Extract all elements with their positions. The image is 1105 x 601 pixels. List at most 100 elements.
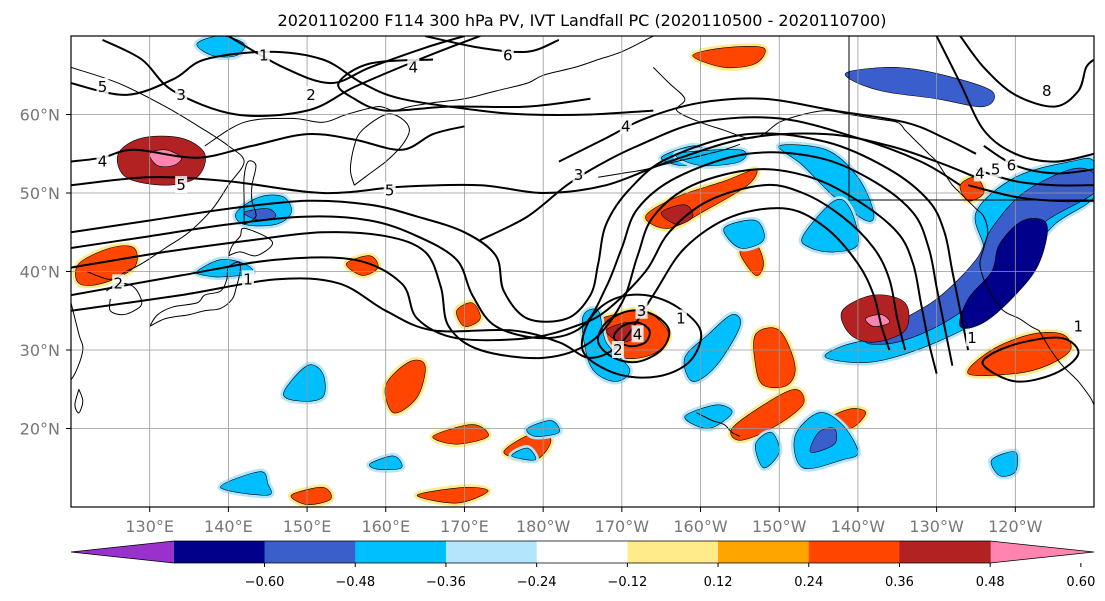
- x-tick-label: 140°E: [204, 517, 253, 536]
- pv-contour-label: 4: [621, 117, 631, 135]
- pv-contour-label: 5: [98, 78, 108, 96]
- coastline-sakhalin: [243, 160, 257, 225]
- pv-contour-layer: [71, 36, 1094, 383]
- pv-contour-c-top-left-5: [71, 50, 654, 117]
- pv-label-bg: [257, 46, 270, 64]
- colorbar-segment: [355, 541, 447, 563]
- pv-contour-label: 5: [991, 160, 1001, 178]
- coastline-japan-honshu: [149, 261, 241, 327]
- x-tick-label: 130°E: [125, 517, 174, 536]
- pv-label-bg: [611, 341, 624, 358]
- pv-label-bg: [674, 309, 687, 327]
- colorbar-extend-min: [71, 541, 174, 563]
- colorbar-tick-label: −0.12: [607, 575, 647, 590]
- pv-contour-label: 4: [975, 164, 985, 182]
- colorbar-outline: [70, 540, 1095, 564]
- pv-label-bg: [631, 325, 644, 343]
- pv-label-bg: [175, 85, 188, 103]
- colorbar: −0.60 −0.48 −0.36 −0.24 −0.12 0.12 0.24 0.36 0.4…: [70, 540, 1095, 590]
- x-tick-label: 180°W: [516, 517, 571, 536]
- pv-contour-label: 3: [637, 302, 647, 320]
- x-tick-label: 150°W: [752, 517, 807, 536]
- pc-region-pos-sub-4: [730, 388, 805, 441]
- coastline-china-east: [71, 302, 84, 381]
- coastline-okhotsk-north: [204, 36, 654, 147]
- colorbar-tick-label: −0.36: [426, 575, 466, 590]
- pv-label-bg: [383, 181, 396, 199]
- x-tick-label: 120°W: [988, 517, 1043, 536]
- pc-region-neg-sub-5: [283, 364, 326, 402]
- pc-region-neg-sub-9: [220, 471, 272, 496]
- pv-label-bg: [175, 176, 188, 194]
- colorbar-tick-label: −0.60: [245, 575, 285, 590]
- pv-contour-c-east-8: [959, 36, 1094, 108]
- pv-contour-label: 1: [1073, 317, 1083, 335]
- x-tick-label: 170°E: [440, 517, 489, 536]
- pv-contour-c-4-left: [71, 125, 465, 163]
- colorbar-tick-label: −0.24: [517, 575, 557, 590]
- x-tick-label: 160°E: [361, 517, 410, 536]
- coastline-kamchatka: [349, 113, 410, 186]
- colorbar-tick-label: −0.48: [335, 575, 375, 590]
- pv-label-bg: [1005, 156, 1018, 174]
- y-tick-label: 20°N: [20, 420, 60, 439]
- pv-contour-c-jet-4: [71, 183, 907, 351]
- pv-contour-label: 1: [243, 270, 253, 288]
- colorbar-segment: [173, 541, 266, 563]
- coastline-philippines-taiwan: [74, 389, 84, 414]
- pv-contour-c-jet-1: [71, 132, 970, 351]
- pv-label-bg: [973, 164, 986, 182]
- x-tick-label: 160°W: [673, 517, 728, 536]
- pv-contour-c-east-6: [983, 145, 1094, 175]
- pv-contour-c-jet-2: [71, 151, 954, 366]
- pc-region-neg-sub-2: [683, 314, 741, 382]
- pv-label-bg: [501, 46, 514, 64]
- pc-region-pos-top-mid: [692, 46, 766, 69]
- colorbar-segment: [264, 541, 356, 563]
- pv-label-bg: [989, 160, 1002, 178]
- x-tick-label: 130°W: [909, 517, 964, 536]
- pc-region-neg-sub-14: [511, 447, 537, 461]
- pv-contour-label: 6: [503, 47, 513, 65]
- coastline-aleutians: [598, 143, 741, 178]
- pv-contour-c-low-outer: [580, 293, 703, 379]
- pv-label-bg: [1040, 81, 1053, 99]
- coastline-baja: [1038, 330, 1094, 406]
- y-tick-label: 60°N: [20, 106, 60, 125]
- colorbar-tick-label: 0.48: [976, 575, 1005, 590]
- pv-contour-label: 1: [676, 310, 686, 328]
- colorbar-segment: [718, 541, 810, 563]
- pc-region-pos-sub-6: [432, 424, 489, 445]
- pv-contour-label: 1: [967, 329, 977, 347]
- pv-label-bg: [407, 58, 420, 76]
- pc-region-pos-ne-pac-core: [865, 314, 890, 327]
- pv-label-bg: [1072, 317, 1085, 335]
- pv-contour-c-east-7: [935, 36, 1094, 163]
- x-tick-label: 170°W: [595, 517, 650, 536]
- pv-contour-c-low-inner: [612, 321, 651, 348]
- y-tick-label: 30°N: [20, 341, 60, 360]
- pv-contour-c-top-3: [102, 36, 481, 117]
- pv-label-bg: [619, 117, 632, 135]
- pv-contour-label: 4: [633, 325, 643, 343]
- pv-label-bg: [96, 78, 109, 96]
- colorbar-segment: [899, 541, 991, 563]
- pc-region-pos-mid-1-core: [660, 204, 694, 225]
- pv-contour-label: 8: [1042, 82, 1052, 100]
- pc-region-neg-alaska-north: [844, 66, 995, 108]
- pv-label-bg: [242, 270, 255, 288]
- pc-region-neg-sub-1: [723, 219, 765, 249]
- pc-region-pos-jp-north-core: [149, 149, 182, 168]
- x-tick-label: 150°E: [283, 517, 332, 536]
- pv-label-bg: [305, 85, 318, 103]
- y-tick-label: 50°N: [20, 184, 60, 203]
- pv-contour-c-jet-3: [71, 168, 938, 374]
- colorbar-extend-max: [990, 541, 1094, 563]
- y-axis-ticks: 20°N 30°N 40°N 50°N 60°N: [20, 106, 71, 439]
- pv-label-bg: [572, 165, 585, 183]
- colorbar-tick-label: 0.60: [1066, 575, 1095, 590]
- pc-region-pos-small-1: [456, 302, 481, 327]
